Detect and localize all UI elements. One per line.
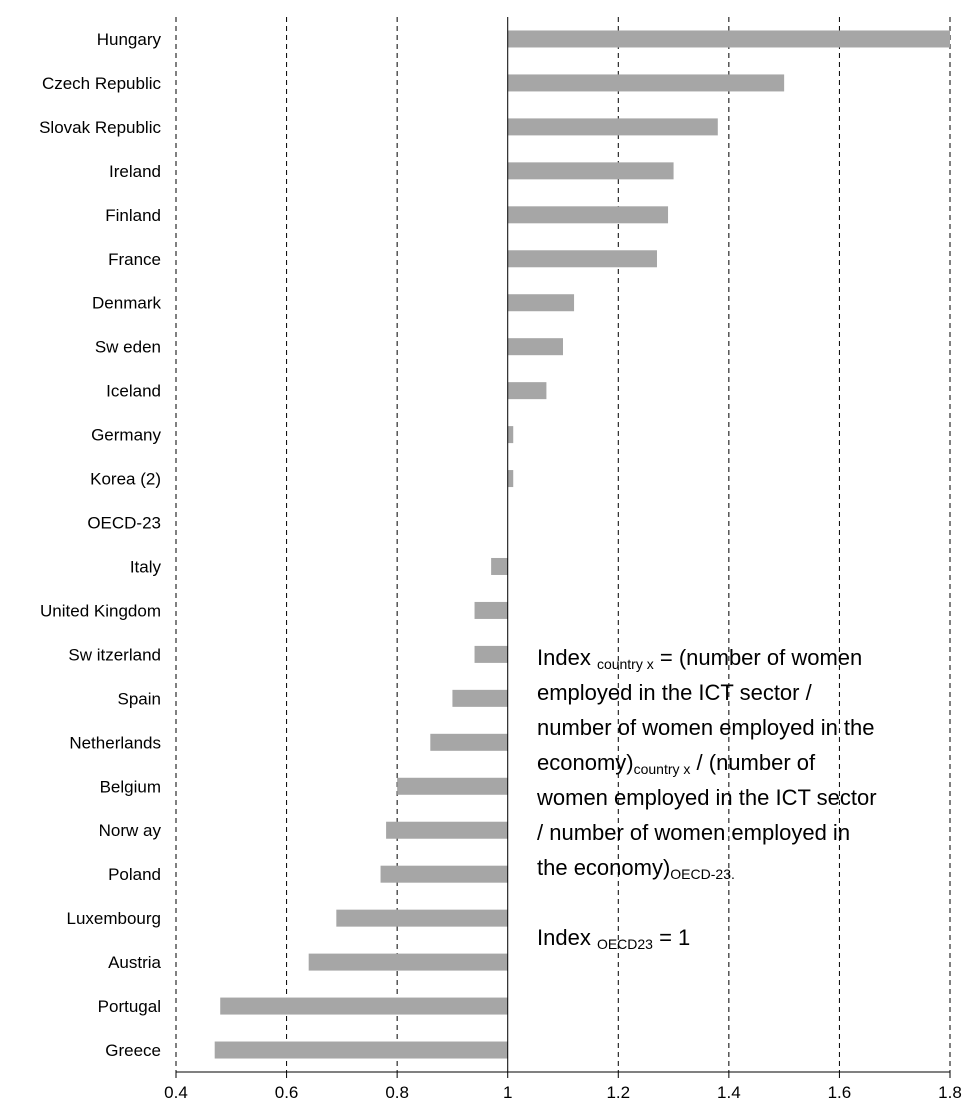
category-label-14: Sw itzerland bbox=[68, 645, 161, 664]
category-label-9: Germany bbox=[91, 426, 161, 445]
bar-14 bbox=[474, 645, 508, 663]
note-line-3: number of women employed in the bbox=[537, 715, 875, 740]
bar-17 bbox=[397, 777, 508, 795]
category-label-11: OECD-23 bbox=[87, 514, 161, 533]
bar-9 bbox=[507, 426, 514, 444]
category-label-19: Poland bbox=[108, 865, 161, 884]
category-label-18: Norw ay bbox=[99, 821, 162, 840]
bar-22 bbox=[220, 997, 508, 1015]
note-line-8: Index OECD23 = 1 bbox=[537, 925, 691, 952]
category-label-22: Portugal bbox=[98, 997, 161, 1016]
gridlines bbox=[175, 17, 951, 1072]
note-line-4: economy)country x / (number of bbox=[537, 750, 816, 777]
bar-12 bbox=[491, 557, 508, 575]
x-tick-label-4: 1.2 bbox=[606, 1083, 630, 1102]
category-label-15: Spain bbox=[118, 689, 161, 708]
category-label-17: Belgium bbox=[100, 777, 161, 796]
bar-0 bbox=[507, 30, 950, 48]
bar-13 bbox=[474, 601, 508, 619]
bar-23 bbox=[214, 1041, 508, 1059]
category-label-16: Netherlands bbox=[69, 733, 161, 752]
x-ticks: 0.4 0.6 0.8 1 1.2 1.4 1.6 1.8 bbox=[164, 1072, 962, 1102]
bar-8 bbox=[507, 382, 547, 400]
bar-2 bbox=[507, 118, 718, 136]
category-label-8: Iceland bbox=[106, 382, 161, 401]
category-label-4: Finland bbox=[105, 206, 161, 225]
x-tick-label-5: 1.4 bbox=[717, 1083, 741, 1102]
category-label-2: Slovak Republic bbox=[39, 118, 161, 137]
note-line-6: / number of women employed in bbox=[537, 820, 851, 845]
category-label-12: Italy bbox=[130, 557, 162, 576]
category-label-20: Luxembourg bbox=[66, 909, 161, 928]
x-tick-label-0: 0.4 bbox=[164, 1083, 188, 1102]
note-line-2: employed in the ICT sector / bbox=[537, 680, 812, 705]
bar-20 bbox=[336, 909, 508, 927]
category-label-5: France bbox=[108, 250, 161, 269]
x-tick-label-1: 0.6 bbox=[275, 1083, 299, 1102]
category-label-1: Czech Republic bbox=[42, 74, 162, 93]
category-label-23: Greece bbox=[105, 1041, 161, 1060]
category-labels: Hungary Czech Republic Slovak Republic Irel… bbox=[39, 30, 161, 1060]
bar-10 bbox=[507, 470, 514, 488]
note-line-1: Index country x = (number of women bbox=[537, 645, 863, 672]
bar-5 bbox=[507, 250, 657, 268]
category-label-7: Sw eden bbox=[95, 338, 161, 357]
bar-19 bbox=[380, 865, 508, 883]
bar-15 bbox=[452, 689, 508, 707]
bar-6 bbox=[507, 294, 575, 312]
category-label-13: United Kingdom bbox=[40, 601, 161, 620]
bar-21 bbox=[308, 953, 508, 971]
bar-4 bbox=[507, 206, 669, 224]
note-line-7: the economy)OECD-23. bbox=[537, 855, 735, 882]
x-tick-label-3: 1 bbox=[503, 1083, 512, 1102]
x-tick-label-2: 0.8 bbox=[385, 1083, 409, 1102]
category-label-21: Austria bbox=[108, 953, 161, 972]
x-tick-label-6: 1.6 bbox=[828, 1083, 852, 1102]
index-definition-note: Index country x = (number of women emplo… bbox=[537, 640, 957, 955]
category-label-6: Denmark bbox=[92, 294, 161, 313]
bar-1 bbox=[507, 74, 785, 92]
category-label-3: Ireland bbox=[109, 162, 161, 181]
bar-18 bbox=[386, 821, 508, 839]
bar-7 bbox=[507, 338, 563, 356]
bar-16 bbox=[430, 733, 508, 751]
category-label-0: Hungary bbox=[97, 30, 162, 49]
category-label-10: Korea (2) bbox=[90, 470, 161, 489]
bar-3 bbox=[507, 162, 674, 180]
note-line-5: women employed in the ICT sector bbox=[537, 785, 877, 810]
bars bbox=[214, 30, 950, 1059]
x-tick-label-7: 1.8 bbox=[938, 1083, 962, 1102]
